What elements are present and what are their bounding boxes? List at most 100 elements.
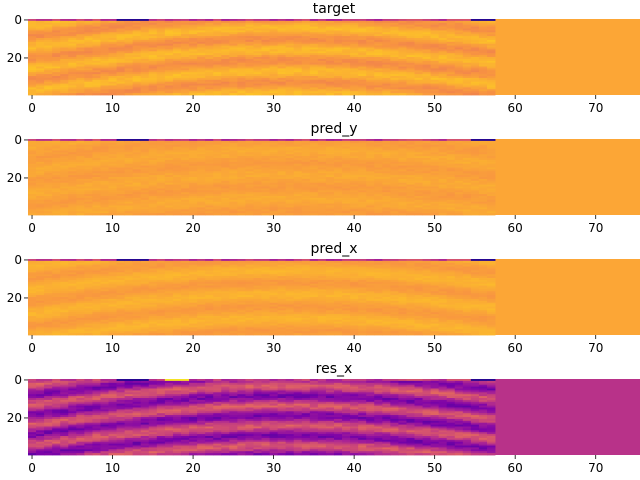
heatmap-cell [462,158,472,161]
heatmap-cell [164,167,174,170]
heatmap-cell [406,77,415,81]
heatmap-cell [124,60,134,64]
heatmap-cell [164,66,174,69]
heatmap-cell [422,190,432,193]
heatmap-cell [44,66,53,69]
heatmap-cell [261,142,270,146]
heatmap-cell [414,26,423,29]
heatmap-cell [44,205,53,208]
heatmap-cell [237,180,246,184]
heatmap-cell [76,209,85,212]
heatmap-cell [422,199,432,203]
heatmap-cell [398,53,407,56]
heatmap-cell [140,167,150,170]
heatmap-cell [124,53,134,56]
heatmap-cell [454,87,464,90]
heatmap-cell [390,169,399,172]
heatmap-cell [430,62,440,65]
heatmap-cell [108,62,117,65]
heatmap-cell [132,19,142,22]
heatmap-cell [285,77,295,81]
heatmap-cell [462,93,472,96]
heatmap-cell [52,209,61,212]
heatmap-cell [301,173,311,176]
heatmap-cell [261,186,270,189]
heatmap-cell [76,140,85,144]
heatmap-cell [36,278,45,281]
heatmap-cell [52,304,61,307]
heatmap-cell [390,76,399,79]
heatmap-cell [390,175,399,178]
heatmap-cell [221,34,230,37]
heatmap-cell [205,178,214,182]
heatmap-cell [221,76,230,79]
heatmap-cell [44,316,53,319]
heatmap-cell [124,192,134,195]
heatmap-cell [205,156,214,159]
heatmap-cell [470,30,480,33]
heatmap-cell [229,38,238,41]
heatmap-cell [213,41,222,45]
heatmap-cell [487,192,496,195]
heatmap-cell [68,203,77,206]
heatmap-cell [285,55,295,58]
heatmap-cell [350,85,359,88]
heatmap-cell [181,209,190,212]
heatmap-cell [116,36,126,39]
heatmap-cell [406,89,415,92]
heatmap-cell [132,47,142,50]
heatmap-cell [148,68,158,71]
heatmap-cell [422,70,432,73]
heatmap-cell [44,39,53,43]
heatmap-cell [253,199,262,203]
heatmap-cell [84,70,93,73]
heatmap-cell [285,177,295,180]
heatmap-cell [462,146,472,149]
heatmap-cell [76,308,85,311]
heatmap-cell [229,24,238,27]
heatmap-cell [140,156,150,159]
heatmap-cell [237,159,246,163]
heatmap-cell [374,186,383,189]
heatmap-cell [438,188,448,191]
heatmap-cell [277,178,287,182]
heatmap-cell [197,199,206,203]
heatmap-cell [76,20,85,24]
heatmap-cell [52,274,61,277]
heatmap-cell [253,152,262,155]
heatmap-cell [28,184,37,187]
heatmap-cell [205,139,214,142]
heatmap-cell [100,45,109,48]
heatmap-cell [229,169,238,172]
heatmap-cell [164,139,174,142]
heatmap-cell [76,207,85,210]
heatmap-cell [181,159,190,163]
heatmap-cell [84,175,93,178]
heatmap-cell [334,188,343,191]
heatmap-cell [277,36,287,39]
heatmap-cell [28,72,37,75]
heatmap-cell [366,161,375,165]
heatmap-cell [374,161,383,165]
heatmap-cell [446,211,456,214]
heatmap-cell [116,83,126,86]
heatmap-cell [44,196,53,199]
heatmap-cell [221,158,230,161]
heatmap-cell [301,188,311,191]
heatmap-cell [148,57,158,60]
heatmap-cell [172,47,182,50]
heatmap-cell [36,177,45,180]
heatmap-cell [261,81,270,84]
heatmap-cell [358,68,367,71]
heatmap-cell [253,36,262,39]
heatmap-cell [221,177,230,180]
heatmap-cell [213,79,222,83]
heatmap-cell [181,152,190,155]
heatmap-cell [478,184,488,187]
heatmap-cell [325,213,335,216]
heatmap-cell [325,81,335,84]
heatmap-cell [213,161,222,165]
heatmap-cell [100,152,109,155]
heatmap-cell [108,180,117,184]
heatmap-cell [108,36,117,39]
